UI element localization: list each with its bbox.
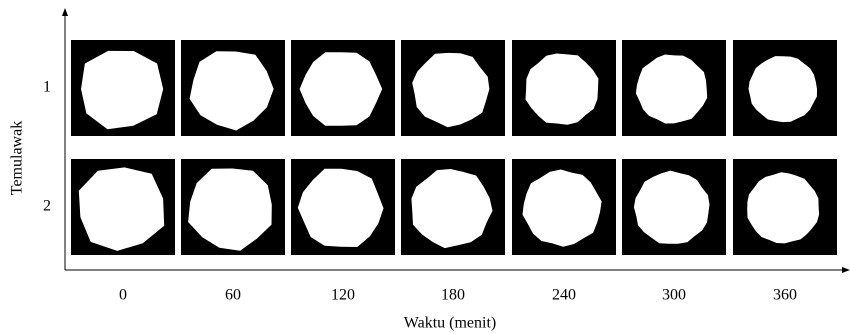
column-label: 360	[773, 287, 797, 304]
column-label: 120	[331, 287, 355, 304]
column-label: 180	[441, 287, 465, 304]
page: {"figure": {"y_axis_label": "Temulawak",…	[0, 0, 850, 334]
x-axis-label: Waktu (menit)	[404, 315, 496, 332]
column-label: 240	[552, 287, 576, 304]
figure: Temulawak Waktu (menit) 1206012018024030…	[0, 0, 850, 334]
image-grid	[71, 40, 837, 255]
row-label: 1	[43, 79, 51, 96]
column-label: 0	[119, 287, 127, 304]
y-axis-label: Temulawak	[9, 121, 26, 195]
column-label: 300	[662, 287, 686, 304]
row-label: 2	[43, 198, 51, 215]
column-label: 60	[225, 287, 241, 304]
